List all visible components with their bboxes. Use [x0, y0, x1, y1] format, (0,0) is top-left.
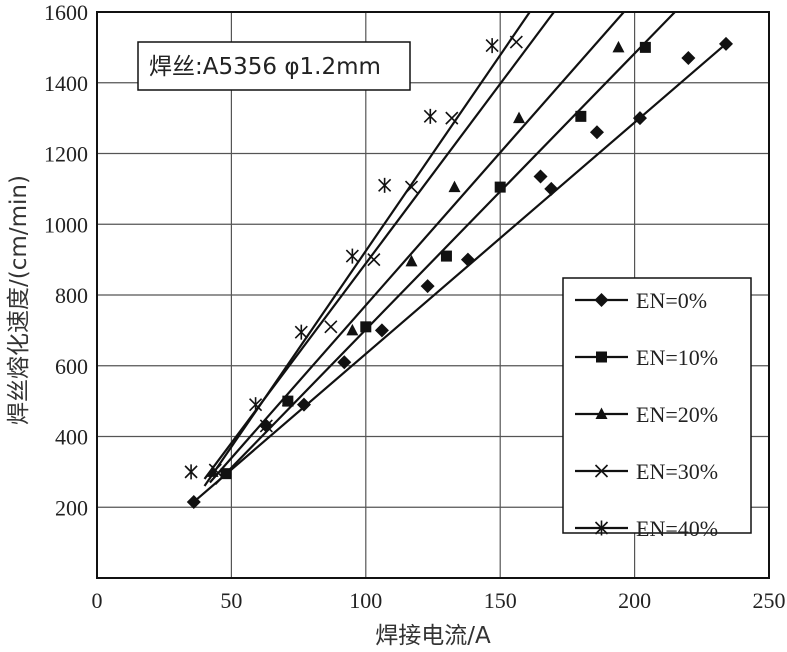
data-point [294, 324, 308, 340]
x-tick-label: 100 [349, 588, 382, 613]
data-point [281, 394, 294, 407]
legend-frame [562, 277, 752, 534]
legend-label: EN=40% [636, 516, 718, 541]
legend-label: EN=10% [636, 345, 718, 370]
data-point [324, 320, 338, 334]
data-point [337, 355, 352, 370]
data-point [346, 323, 359, 336]
legend: EN=0% EN=10% EN=20% EN=30% EN=40% [562, 277, 752, 541]
y-tick-label: 1200 [44, 142, 88, 167]
y-tick-label: 400 [55, 425, 88, 450]
x-tick-label: 200 [618, 588, 651, 613]
x-tick-label: 0 [92, 588, 103, 613]
y-tick-label: 1600 [44, 0, 88, 25]
annotation-frame [137, 41, 411, 91]
data-point [208, 463, 222, 477]
data-point [345, 248, 359, 264]
x-axis-label: 焊接电流/A [375, 623, 491, 649]
data-point [249, 397, 263, 413]
data-point [404, 180, 419, 194]
data-point [378, 177, 392, 193]
y-tick-label: 200 [55, 495, 88, 520]
legend-entry: EN=40% [575, 516, 718, 541]
legend-entry: EN=30% [575, 459, 718, 484]
data-point [184, 464, 198, 480]
data-point [445, 111, 459, 125]
data-point [494, 181, 506, 193]
data-point [639, 41, 651, 53]
legend-label: EN=0% [636, 288, 707, 313]
y-tick-label: 1400 [44, 71, 88, 96]
data-point [220, 468, 232, 480]
legend-marker [595, 407, 608, 419]
data-point [681, 50, 696, 65]
data-point [513, 111, 526, 124]
data-point [575, 110, 587, 122]
data-point [612, 40, 625, 53]
x-tick-label: 150 [484, 588, 517, 613]
annotation-box: 焊丝:A5356 φ1.2mm [137, 41, 411, 91]
data-point [533, 169, 548, 184]
legend-marker [594, 293, 609, 307]
legend-entry: EN=10% [575, 345, 718, 370]
y-tick-label: 800 [55, 283, 88, 308]
legend-entry: EN=0% [575, 288, 707, 313]
data-point [509, 35, 523, 49]
legend-marker [594, 520, 609, 536]
annotation-text: 焊丝:A5356 φ1.2mm [149, 54, 381, 80]
data-point [186, 494, 201, 509]
data-point [544, 181, 559, 196]
y-tick-label: 1000 [44, 212, 88, 237]
x-tick-label: 250 [753, 588, 786, 613]
plot-frame [96, 11, 770, 579]
data-point [485, 38, 499, 54]
data-point [367, 253, 381, 267]
y-tick-label: 600 [55, 354, 88, 379]
data-point [589, 125, 604, 140]
tick-labels: 0 50 100 150 200 250 200 400 600 800 1000 1200 1400 1… [44, 0, 786, 613]
data-points [184, 35, 733, 509]
data-point [206, 465, 219, 477]
data-point [374, 323, 389, 338]
fit-line [209, 12, 625, 484]
legend-label: EN=20% [636, 402, 718, 427]
legend-label: EN=30% [636, 459, 718, 484]
data-point [448, 180, 461, 193]
data-point [296, 397, 311, 412]
legend-entry: EN=20% [575, 402, 718, 427]
data-point [423, 108, 437, 124]
y-axis-label: 焊丝熔化速度/(cm/min) [6, 175, 32, 425]
data-point [460, 252, 475, 267]
data-point [632, 111, 647, 126]
data-point [360, 321, 372, 333]
data-point [259, 419, 273, 433]
legend-marker [596, 351, 607, 363]
data-point [420, 279, 435, 294]
data-point [718, 36, 733, 51]
x-tick-label: 50 [220, 588, 242, 613]
data-point [405, 254, 418, 267]
legend-marker [594, 464, 609, 478]
data-point [440, 250, 452, 262]
